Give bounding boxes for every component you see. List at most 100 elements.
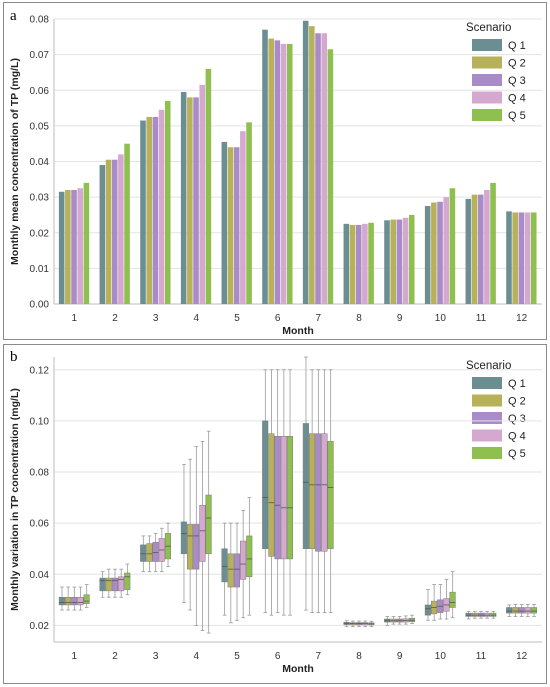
y-tick-label: 0.07 bbox=[30, 50, 50, 61]
box-iqr bbox=[233, 553, 240, 588]
box-q3-month-10 bbox=[437, 584, 444, 620]
box-q4-month-6 bbox=[280, 369, 287, 616]
y-tick-label: 0.05 bbox=[30, 121, 50, 132]
box-q1-month-6 bbox=[262, 369, 269, 614]
bar-q1-month-4 bbox=[180, 92, 187, 304]
box-iqr bbox=[321, 433, 328, 552]
box-iqr bbox=[105, 577, 112, 592]
x-tick-label: 7 bbox=[316, 651, 322, 662]
legend-entry: Q 4 bbox=[508, 93, 526, 105]
box-iqr bbox=[221, 548, 228, 583]
box-q4-month-9 bbox=[402, 615, 409, 625]
box-q5-month-12 bbox=[530, 604, 537, 617]
box-q4-month-1 bbox=[77, 586, 84, 611]
box-iqr bbox=[65, 597, 72, 606]
legend-entry: Q 5 bbox=[508, 110, 526, 122]
y-tick-label: 0.03 bbox=[30, 193, 50, 204]
y-tick-label: 0.08 bbox=[30, 468, 50, 479]
box-iqr bbox=[262, 420, 269, 549]
x-tick-label: 8 bbox=[356, 313, 362, 324]
box-q2-month-2 bbox=[105, 568, 112, 598]
y-axis-label: Monthly variation in TP concentration (m… bbox=[9, 388, 21, 611]
bar-q2-month-12 bbox=[512, 212, 518, 304]
legend-entry: Q 1 bbox=[508, 378, 526, 390]
box-q5-month-1 bbox=[83, 584, 90, 608]
box-iqr bbox=[77, 597, 84, 606]
panel-b: b Monthly variation in TP concentration … bbox=[3, 344, 547, 684]
bar-q1-month-2 bbox=[99, 165, 106, 304]
box-iqr bbox=[193, 524, 200, 570]
legend-title: Scenario bbox=[466, 22, 511, 34]
box-q2-month-10 bbox=[431, 584, 438, 621]
bar-q5-month-11 bbox=[490, 182, 496, 304]
legend-swatch bbox=[472, 74, 502, 86]
bar-q4-month-1 bbox=[77, 188, 84, 304]
bar-q2-month-4 bbox=[187, 97, 193, 304]
x-tick-label: 5 bbox=[234, 313, 240, 324]
box-q2-month-3 bbox=[146, 535, 153, 573]
box-q5-month-3 bbox=[164, 522, 171, 567]
bar-q4-month-3 bbox=[158, 109, 165, 304]
legend-title: Scenario bbox=[466, 360, 511, 372]
box-q1-month-9 bbox=[384, 616, 391, 626]
box-q2-month-7 bbox=[309, 369, 316, 614]
y-tick-label: 0.10 bbox=[30, 416, 50, 427]
box-iqr bbox=[146, 543, 153, 562]
y-tick-label: 0.04 bbox=[30, 570, 50, 581]
legend-entry: Q 2 bbox=[508, 58, 526, 70]
box-iqr bbox=[99, 577, 106, 592]
legend-entry: Q 3 bbox=[508, 75, 526, 87]
bar-q5-month-5 bbox=[246, 122, 252, 304]
x-tick-label: 6 bbox=[275, 651, 281, 662]
x-tick-label: 3 bbox=[153, 313, 159, 324]
bar-q5-month-4 bbox=[205, 68, 212, 304]
bar-chart-mean-tp: a Monthly mean concentration of TP (mg/L… bbox=[9, 8, 542, 337]
bar-q1-month-7 bbox=[302, 20, 309, 304]
bar-q3-month-11 bbox=[477, 194, 484, 304]
box-q4-month-7 bbox=[321, 369, 328, 614]
bar-q1-month-1 bbox=[58, 191, 65, 304]
bar-q5-month-12 bbox=[530, 212, 537, 304]
bar-q3-month-8 bbox=[355, 224, 362, 304]
box-q4-month-2 bbox=[118, 568, 125, 598]
bar-q1-month-10 bbox=[424, 206, 431, 304]
x-tick-label: 11 bbox=[476, 651, 487, 662]
legend: Scenario Q 1 Q 2 Q 3 Q 4 Q 5 bbox=[466, 22, 526, 122]
bar-q2-month-9 bbox=[390, 219, 396, 304]
box-q1-month-8 bbox=[343, 620, 350, 628]
x-tick-label: 9 bbox=[397, 313, 403, 324]
box-iqr bbox=[83, 594, 90, 604]
bar-q3-month-3 bbox=[152, 116, 159, 304]
bar-q5-month-9 bbox=[408, 214, 415, 304]
box-q1-month-1 bbox=[58, 586, 65, 611]
box-iqr bbox=[309, 433, 316, 549]
box-iqr bbox=[180, 521, 187, 555]
box-q2-month-11 bbox=[471, 610, 478, 619]
panel-label: b bbox=[10, 349, 18, 365]
bar-q5-month-8 bbox=[368, 222, 374, 304]
box-iqr bbox=[124, 572, 131, 590]
box-iqr bbox=[111, 577, 118, 592]
bar-q1-month-5 bbox=[221, 141, 228, 304]
bar-q2-month-3 bbox=[146, 116, 152, 304]
box-iqr bbox=[187, 524, 194, 570]
y-tick-label: 0.02 bbox=[30, 228, 50, 239]
box-q4-month-5 bbox=[240, 509, 247, 619]
box-iqr bbox=[286, 435, 293, 560]
box-q5-month-10 bbox=[449, 571, 456, 619]
box-iqr bbox=[118, 576, 125, 592]
bar-q3-month-10 bbox=[437, 201, 443, 304]
legend-entry: Q 2 bbox=[508, 396, 526, 408]
x-tick-label: 10 bbox=[435, 313, 447, 324]
box-q3-month-5 bbox=[233, 522, 240, 621]
box-q2-month-9 bbox=[390, 616, 397, 625]
box-iqr bbox=[315, 433, 322, 552]
bar-q4-month-8 bbox=[362, 223, 368, 304]
box-q3-month-9 bbox=[396, 616, 403, 625]
x-tick-label: 6 bbox=[275, 313, 281, 324]
bar-q1-month-12 bbox=[506, 211, 512, 304]
box-iqr bbox=[227, 553, 234, 588]
box-iqr bbox=[71, 597, 78, 606]
bar-q4-month-12 bbox=[524, 212, 531, 304]
box-iqr bbox=[58, 597, 65, 606]
